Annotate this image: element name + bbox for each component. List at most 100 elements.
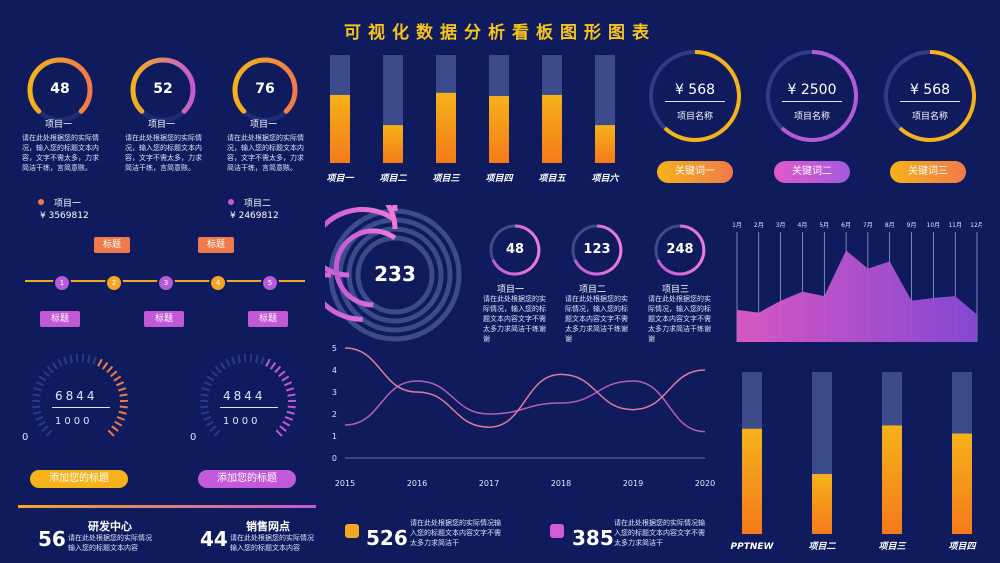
timeline-node: 2 xyxy=(105,274,123,292)
dial-zero: 0 xyxy=(190,432,197,443)
bottom-bar-chart: PPTNEW 项目二 项目三 项目四 xyxy=(731,372,977,552)
keyword-button[interactable]: 关键词二 xyxy=(774,161,850,183)
dial-divider xyxy=(220,407,278,408)
area-x-label: 1月 xyxy=(732,222,742,229)
ring-gauge xyxy=(649,50,741,142)
bar xyxy=(383,125,403,163)
gauge-value: 48 xyxy=(50,81,70,97)
stat-value: 526 xyxy=(366,526,408,550)
x-tick-label: 2018 xyxy=(551,479,571,488)
area-x-label: 2月 xyxy=(754,222,764,229)
stat-title: 研发中心 xyxy=(88,520,132,533)
area-x-label: 10月 xyxy=(927,222,941,229)
area-x-label: 3月 xyxy=(776,222,786,229)
timeline-tag-top: 标题 xyxy=(94,237,130,253)
add-title-button[interactable]: 添加您的标题 xyxy=(30,470,128,488)
timeline-node: 5 xyxy=(261,274,279,292)
stat-value: 44 xyxy=(200,527,228,551)
bar xyxy=(595,125,615,163)
area-chart: 1月 2月 3月 4月 5月 6月 7月 8月 9月 10月 11月 12月 xyxy=(732,222,982,342)
y-tick-label: 4 xyxy=(332,366,337,375)
bar-label: 项目五 xyxy=(538,173,566,184)
bar-label: 项目一 xyxy=(326,173,354,184)
small-circle-desc: 请在此处根据您的实际情况，输入您的标题文本内容文字不需太多力求简洁干练谢谢 xyxy=(648,295,711,343)
stat-value: 56 xyxy=(38,527,66,551)
stat-desc: 请在此处根据您的实际情况输入您的标题文本内容 xyxy=(230,534,314,552)
area-x-label: 11月 xyxy=(948,222,962,229)
timeline-tag-bottom: 标题 xyxy=(248,311,288,327)
stat-marker xyxy=(550,524,564,538)
bar xyxy=(489,96,509,163)
dial-ticks xyxy=(199,354,297,437)
stat-value: 385 xyxy=(572,526,614,550)
gauge-arc xyxy=(27,57,93,114)
small-circle-value: 248 xyxy=(666,242,694,257)
gauge-ring xyxy=(232,57,298,123)
bar xyxy=(812,474,832,534)
small-circle-label: 项目一 xyxy=(497,285,525,295)
x-tick-label: 2019 xyxy=(623,479,643,488)
keyword-button[interactable]: 关键词三 xyxy=(890,161,966,183)
bar-label: 项目六 xyxy=(591,173,620,184)
ring-label: 项目名称 xyxy=(793,112,830,122)
add-title-button[interactable]: 添加您的标题 xyxy=(198,470,296,488)
legend-dot xyxy=(228,199,234,205)
area-x-label: 9月 xyxy=(907,222,917,229)
y-tick-label: 2 xyxy=(332,410,337,419)
x-tick-label: 2015 xyxy=(335,479,355,488)
timeline-node: 3 xyxy=(157,274,175,292)
x-tick-label: 2016 xyxy=(407,479,427,488)
stat-desc: 请在此处根据您的实际情况输入您的标题文本内容 xyxy=(68,534,152,552)
dial-sub: 1000 xyxy=(55,416,93,427)
area-x-label: 7月 xyxy=(863,222,873,229)
keyword-button[interactable]: 关键词一 xyxy=(657,161,733,183)
small-circle-desc: 请在此处根据您的实际情况，输入您的标题文本内容文字不需太多力求简洁干练谢谢 xyxy=(483,295,546,343)
dial-sub: 1000 xyxy=(223,416,261,427)
small-circle-value: 123 xyxy=(583,242,611,257)
ring-divider xyxy=(782,101,842,102)
ring-gauge xyxy=(884,50,976,142)
timeline-tag-top: 标题 xyxy=(198,237,234,253)
line-series xyxy=(344,380,706,433)
gauge-desc: 请在此处根据您的实际情况，输入您的标题文本内容，文字不需太多，力求简洁干练，言简… xyxy=(22,134,99,172)
bar-label: 项目四 xyxy=(948,541,977,552)
ring-divider xyxy=(665,101,725,102)
concentric-ring-chart xyxy=(325,205,462,342)
legend-value: ¥ 3569812 xyxy=(40,211,89,221)
small-circle-desc: 请在此处根据您的实际情况，输入您的标题文本内容文字不需太多力求简洁干练谢谢 xyxy=(565,295,628,343)
small-circle xyxy=(571,224,623,276)
timeline-tag-bottom: 标题 xyxy=(40,311,80,327)
area-x-label: 12月 xyxy=(970,222,982,229)
gauge-value: 52 xyxy=(153,81,173,97)
stat-desc: 请在此处根据您的实际情况输入您的标题文本内容文字不需太多力求简洁干 xyxy=(410,519,501,547)
legend-label: 项目二 xyxy=(244,199,272,209)
legend-label: 项目一 xyxy=(54,199,82,209)
stats-divider xyxy=(18,505,316,508)
bar-label: PPTNEW xyxy=(731,542,775,552)
bar-label: 项目三 xyxy=(432,173,460,184)
gauge-label: 项目一 xyxy=(250,120,278,130)
gauge-value: 76 xyxy=(255,81,275,97)
area-x-label: 5月 xyxy=(819,222,829,229)
ring-arc xyxy=(780,50,858,142)
bar-label: 项目三 xyxy=(878,541,906,552)
bar xyxy=(882,425,902,534)
dial-value: 6844 xyxy=(55,389,98,403)
dial-divider xyxy=(52,407,110,408)
legend-dot xyxy=(38,199,44,205)
gauge-ring xyxy=(130,57,196,123)
bar xyxy=(330,94,350,163)
y-tick-label: 5 xyxy=(332,344,337,353)
stat-marker xyxy=(345,524,359,538)
dashboard-title: 可视化数据分析看板图形图表 xyxy=(344,23,656,43)
line-chart: 0 1 2 3 4 5 2015 2016 2017 2018 2019 2020 xyxy=(332,344,715,488)
gauge-label: 项目一 xyxy=(148,120,176,130)
stat-title: 销售网点 xyxy=(246,520,290,533)
ring-label: 项目名称 xyxy=(676,112,713,122)
area-x-label: 8月 xyxy=(885,222,895,229)
concentric-arc xyxy=(325,207,397,322)
small-circle-value: 48 xyxy=(505,242,525,257)
small-circle-label: 项目三 xyxy=(662,285,690,295)
x-tick-label: 2017 xyxy=(479,479,499,488)
gauge-arc xyxy=(232,57,298,114)
